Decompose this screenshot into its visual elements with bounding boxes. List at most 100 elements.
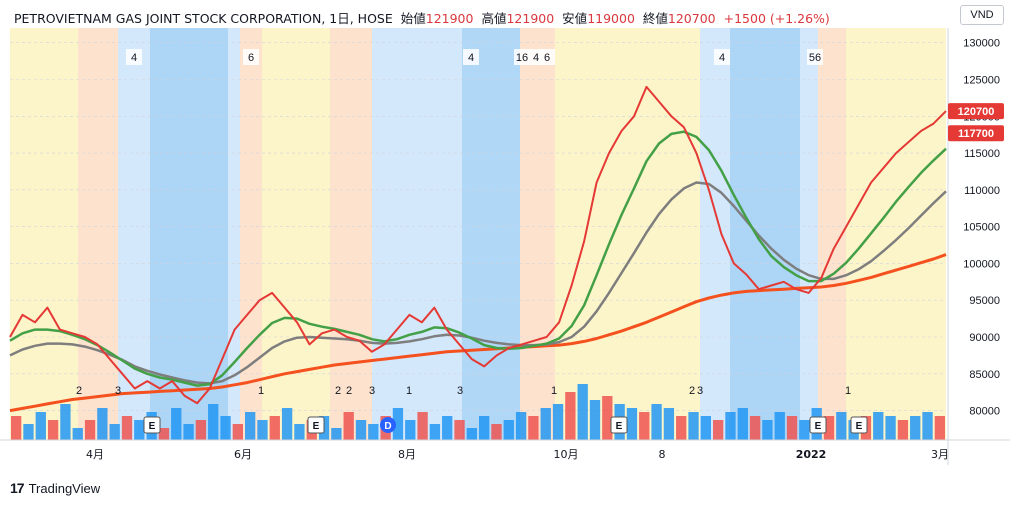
volume-bar xyxy=(651,404,662,440)
volume-bar xyxy=(47,420,59,440)
volume-bar xyxy=(515,412,527,440)
close-value: 120700 xyxy=(667,11,716,26)
background-band xyxy=(10,28,78,440)
volume-bar xyxy=(528,416,539,440)
band-number: 56 xyxy=(809,52,821,64)
volume-bar xyxy=(392,408,404,440)
volume-bar xyxy=(749,416,761,440)
volume-bar xyxy=(713,420,724,440)
volume-bar xyxy=(220,416,231,440)
y-tick-label: 115000 xyxy=(964,148,1000,160)
background-band xyxy=(240,28,262,440)
volume-bar xyxy=(35,412,46,440)
y-tick-label: 125000 xyxy=(963,75,1000,87)
volume-bar xyxy=(885,416,896,440)
band-number-box xyxy=(539,49,555,65)
volume-bar xyxy=(232,424,243,440)
event-number: 2 xyxy=(335,385,341,397)
volume-bar xyxy=(873,412,884,440)
event-number: 3 xyxy=(369,385,375,397)
background-band xyxy=(730,28,800,440)
low-label: 安値 xyxy=(562,11,588,26)
band-number: 4 xyxy=(533,52,539,64)
event-number: 2 xyxy=(689,385,695,397)
x-tick-label: 3月 xyxy=(931,448,949,461)
event-number: 1 xyxy=(845,385,851,397)
volume-bars xyxy=(11,384,945,440)
background-band xyxy=(78,28,118,440)
event-number: 2 xyxy=(346,385,352,397)
event-marker-label: E xyxy=(616,421,623,432)
brand-name: TradingView xyxy=(28,480,101,496)
band-number: 6 xyxy=(248,52,254,64)
event-number: 2 xyxy=(76,385,82,397)
volume-bar xyxy=(577,384,588,440)
band-number-box xyxy=(463,49,479,65)
earnings-marker xyxy=(809,416,827,434)
volume-bar xyxy=(72,428,83,440)
volume-bar xyxy=(823,416,835,440)
volume-bar xyxy=(897,420,909,440)
axes: 1300001250001200001150001100001050001000… xyxy=(0,28,1010,465)
volume-bar xyxy=(343,412,354,440)
y-tick-label: 100000 xyxy=(963,258,1000,270)
volume-bar xyxy=(109,424,120,440)
dividend-marker xyxy=(380,417,396,433)
background-band xyxy=(555,28,700,440)
earnings-marker xyxy=(307,416,325,434)
close-label: 終値 xyxy=(642,11,668,26)
high-value: 121900 xyxy=(506,11,555,26)
volume-bar xyxy=(774,412,785,440)
series-line-ma_long xyxy=(9,253,947,413)
earnings-marker xyxy=(143,416,161,434)
y-tick-label: 80000 xyxy=(969,406,1000,418)
volume-bar xyxy=(737,408,748,440)
event-number: 3 xyxy=(697,385,703,397)
event-number: 1 xyxy=(551,385,557,397)
price-label-box xyxy=(948,125,1004,142)
band-number-box xyxy=(126,49,142,65)
band-number: 4 xyxy=(719,52,725,64)
low-value: 119000 xyxy=(587,11,635,26)
volume-bar xyxy=(910,416,921,440)
volume-bar xyxy=(762,420,773,440)
series-lines xyxy=(9,85,947,413)
volume-bar xyxy=(836,412,847,440)
volume-bar xyxy=(121,416,133,440)
band-number-box xyxy=(807,49,823,65)
event-marker-label: E xyxy=(856,421,863,432)
band-number-box xyxy=(714,49,730,65)
currency-unit[interactable]: VND xyxy=(960,5,1004,25)
earnings-marker xyxy=(610,416,628,434)
volume-bar xyxy=(171,408,182,440)
x-tick-label: 4月 xyxy=(86,448,104,461)
event-markers: 4 6 4 16 4 6 4 562 3 1 2 2 3 1 3 1 2 3 1E E D E E E xyxy=(76,49,868,434)
volume-bar xyxy=(368,424,379,440)
volume-bar xyxy=(257,420,268,440)
volume-bar xyxy=(491,424,502,440)
series-line-price xyxy=(9,85,947,405)
event-marker-label: E xyxy=(815,421,822,432)
volume-bar xyxy=(442,416,453,440)
volume-bar xyxy=(11,416,22,440)
volume-bar xyxy=(589,400,601,440)
y-tick-label: 110000 xyxy=(964,185,1000,197)
high-label: 高値 xyxy=(481,11,507,26)
tradingview-logo[interactable]: 17 TradingView xyxy=(10,480,100,496)
open-label: 始値 xyxy=(400,11,426,26)
volume-bar xyxy=(405,420,416,440)
volume-bar xyxy=(922,412,933,440)
volume-bar xyxy=(84,420,96,440)
volume-bar xyxy=(134,420,145,440)
volume-bar xyxy=(799,420,810,440)
volume-bar xyxy=(552,404,564,440)
y-tick-label: 130000 xyxy=(963,38,1000,50)
volume-bar xyxy=(663,408,675,440)
event-marker-label: D xyxy=(384,421,391,432)
volume-bar xyxy=(503,420,514,440)
band-number: 4 xyxy=(131,52,137,64)
volume-bar xyxy=(626,408,638,440)
volume-bar xyxy=(479,416,490,440)
event-marker-label: E xyxy=(149,421,156,432)
